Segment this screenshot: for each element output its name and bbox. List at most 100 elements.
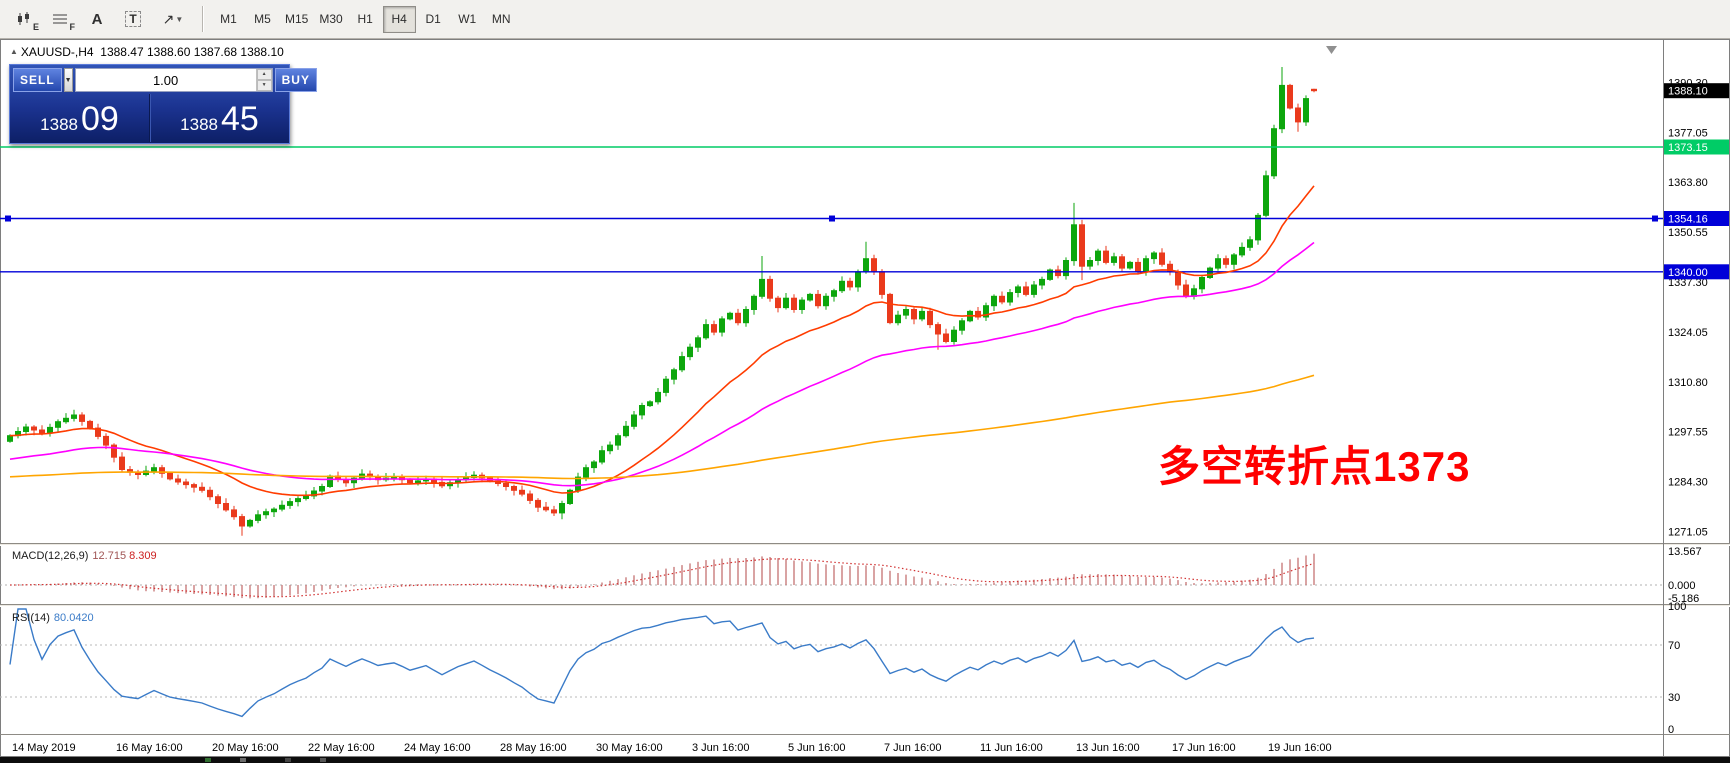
candle-body bbox=[327, 475, 333, 487]
date-axis-tick[interactable]: 24 May 16:00 bbox=[404, 742, 471, 754]
candle-body bbox=[1239, 246, 1245, 256]
candle-body bbox=[831, 290, 837, 297]
candle-body bbox=[79, 414, 85, 422]
timeframe-button-m30[interactable]: M30 bbox=[314, 6, 347, 33]
sell-price-display[interactable]: 1388 09 bbox=[10, 94, 149, 142]
timeframe-button-d1[interactable]: D1 bbox=[417, 6, 450, 33]
volume-input[interactable] bbox=[75, 69, 256, 91]
price-axis-tick[interactable]: 1377.05 bbox=[1668, 127, 1708, 139]
one-click-trading-panel: SELL ▼ ▲ ▼ BUY 1388 09 1388 45 bbox=[9, 64, 317, 144]
price-axis-tick[interactable]: 1310.80 bbox=[1668, 377, 1708, 389]
candle-body bbox=[255, 514, 261, 521]
candle-body bbox=[87, 420, 93, 429]
mini-chart-icon bbox=[18, 12, 29, 25]
date-axis-tick[interactable]: 28 May 16:00 bbox=[500, 742, 567, 754]
candle-body bbox=[719, 318, 725, 333]
sell-price-big-digits: 09 bbox=[81, 100, 119, 138]
timeframe-button-m15[interactable]: M15 bbox=[280, 6, 313, 33]
arrows-tool-button[interactable]: ↗ ▼ bbox=[152, 4, 194, 34]
date-axis-tick[interactable]: 22 May 16:00 bbox=[308, 742, 375, 754]
ma-line-mid-magenta[interactable] bbox=[9, 241, 1315, 487]
date-axis-tick[interactable]: 20 May 16:00 bbox=[212, 742, 279, 754]
price-axis-tick[interactable]: 1350.55 bbox=[1668, 227, 1708, 239]
candle-body bbox=[263, 511, 269, 516]
candle-body bbox=[1247, 239, 1253, 248]
rsi-scale-label: 30 bbox=[1668, 692, 1680, 704]
price-axis-tick[interactable]: 1297.55 bbox=[1668, 427, 1708, 439]
timeframe-button-m1[interactable]: M1 bbox=[212, 6, 245, 33]
hline-selection-handle[interactable] bbox=[1652, 215, 1658, 222]
candle-body bbox=[623, 425, 629, 437]
price-axis-tick[interactable]: 1363.80 bbox=[1668, 177, 1708, 189]
chart-annotation-text[interactable]: 多空转折点1373 bbox=[1158, 443, 1471, 490]
price-axis-tick[interactable]: 1324.05 bbox=[1668, 327, 1708, 339]
price-badge bbox=[1664, 83, 1729, 99]
rsi-line bbox=[9, 608, 1315, 718]
candle-body bbox=[1215, 258, 1221, 269]
chevron-down-icon: ▼ bbox=[175, 14, 184, 24]
text-box-tool-button[interactable]: T bbox=[116, 4, 150, 34]
chart-area[interactable]: 1390.301377.051363.801350.551337.301324.… bbox=[0, 39, 1730, 757]
price-axis-tick[interactable]: 1271.05 bbox=[1668, 527, 1708, 539]
candle-body bbox=[1175, 271, 1181, 286]
sell-button[interactable]: SELL bbox=[13, 68, 62, 92]
date-axis-tick[interactable]: 7 Jun 16:00 bbox=[884, 742, 942, 754]
candle-body bbox=[1263, 175, 1269, 216]
date-axis-tick[interactable]: 13 Jun 16:00 bbox=[1076, 742, 1140, 754]
candle-body bbox=[919, 310, 925, 320]
candle-body bbox=[503, 483, 509, 487]
candle-body bbox=[1135, 261, 1141, 273]
candle-body bbox=[1279, 84, 1285, 130]
volume-decrease-button[interactable]: ▼ bbox=[256, 80, 272, 91]
price-axis-tick[interactable]: 1284.30 bbox=[1668, 477, 1708, 489]
candle-body bbox=[639, 405, 645, 416]
candle-body bbox=[743, 309, 749, 324]
chart-window bbox=[0, 39, 1730, 757]
date-axis-tick[interactable]: 14 May 2019 bbox=[12, 742, 76, 754]
rsi-scale-label: 70 bbox=[1668, 640, 1680, 652]
fibonacci-tool-button[interactable]: F bbox=[44, 4, 78, 34]
macd-main-value: 12.715 bbox=[92, 550, 127, 562]
candle-body bbox=[287, 501, 293, 506]
collapse-panel-icon[interactable]: ▲ bbox=[10, 47, 18, 56]
buy-price-display[interactable]: 1388 45 bbox=[150, 94, 289, 142]
candle-body bbox=[551, 509, 557, 514]
volume-dropdown-button[interactable]: ▼ bbox=[63, 68, 73, 92]
rsi-indicator-label: RSI(14) 80.0420 bbox=[12, 612, 94, 624]
date-axis-tick[interactable]: 17 Jun 16:00 bbox=[1172, 742, 1236, 754]
hline-selection-handle[interactable] bbox=[829, 215, 835, 222]
timeframe-button-m5[interactable]: M5 bbox=[246, 6, 279, 33]
timeframe-button-w1[interactable]: W1 bbox=[451, 6, 484, 33]
chart-shift-marker[interactable] bbox=[1326, 46, 1337, 54]
date-axis-tick[interactable]: 5 Jun 16:00 bbox=[788, 742, 846, 754]
date-axis-tick[interactable]: 11 Jun 16:00 bbox=[980, 742, 1043, 754]
text-label-tool-button[interactable]: A bbox=[80, 4, 114, 34]
date-axis-tick[interactable]: 19 Jun 16:00 bbox=[1268, 742, 1332, 754]
hline-selection-handle[interactable] bbox=[5, 215, 11, 222]
date-axis-tick[interactable]: 16 May 16:00 bbox=[116, 742, 183, 754]
date-axis-tick[interactable]: 30 May 16:00 bbox=[596, 742, 663, 754]
price-axis-tick[interactable]: 1337.30 bbox=[1668, 277, 1708, 289]
candle-body bbox=[159, 467, 165, 474]
candle-body bbox=[303, 495, 309, 499]
candle-body bbox=[223, 503, 229, 511]
buy-button[interactable]: BUY bbox=[274, 68, 317, 92]
ma-line-fast-red[interactable] bbox=[9, 185, 1315, 497]
candle-body bbox=[1087, 260, 1093, 267]
timeframe-button-h4[interactable]: H4 bbox=[382, 5, 416, 33]
chart-expert-tool-button[interactable]: E bbox=[8, 4, 42, 34]
timeframe-button-mn[interactable]: MN bbox=[485, 6, 518, 33]
rsi-scale-label: 100 bbox=[1668, 601, 1686, 613]
volume-increase-button[interactable]: ▲ bbox=[256, 69, 272, 80]
candle-body bbox=[1039, 278, 1045, 286]
candle-body bbox=[903, 309, 909, 316]
candle-body bbox=[351, 477, 357, 484]
price-badge bbox=[1664, 139, 1729, 155]
timeframe-button-h1[interactable]: H1 bbox=[349, 6, 382, 33]
candle-body bbox=[207, 489, 213, 498]
date-axis-tick[interactable]: 3 Jun 16:00 bbox=[692, 742, 750, 754]
ma-line-slow-orange[interactable] bbox=[9, 374, 1315, 480]
candle-body bbox=[607, 444, 613, 452]
candle-body bbox=[103, 435, 109, 446]
